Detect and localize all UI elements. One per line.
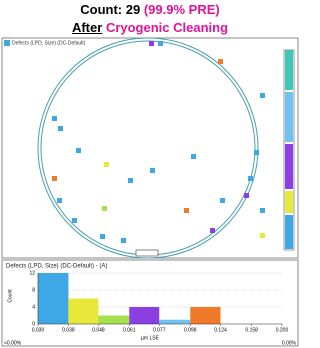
histogram-title: Defects (LPD, Size) (DC-Default) - (A)	[6, 264, 107, 270]
y-tick-label: 12	[29, 270, 35, 276]
defect	[100, 234, 105, 239]
y-tick-label: 8	[32, 287, 35, 293]
process: Cryogenic Cleaning	[105, 20, 229, 35]
left-note: <0.00%	[4, 340, 22, 346]
defect	[260, 208, 265, 213]
bar	[68, 298, 99, 324]
defect	[57, 198, 62, 203]
defect	[121, 238, 126, 243]
scale-segment	[285, 191, 293, 213]
bar	[38, 273, 69, 324]
scale-segment	[285, 92, 293, 142]
bar	[190, 307, 221, 324]
defect	[104, 162, 109, 167]
x-tick-label: 0.124	[214, 327, 227, 333]
right-note: 0.00%	[282, 340, 297, 346]
defect	[191, 154, 196, 159]
defect	[52, 176, 57, 181]
defect	[210, 228, 215, 233]
scale-segment	[285, 144, 293, 189]
x-tick-label: 0.030	[32, 327, 45, 333]
map-frame	[1, 37, 299, 259]
x-tick-label: 0.061	[123, 327, 136, 333]
x-axis-label: µm LSE	[141, 335, 160, 341]
pre: (99.9% PRE)	[143, 2, 220, 17]
screen: Count: 29 (99.9% PRE) After Cryogenic Cl…	[0, 2, 300, 347]
defect	[184, 208, 189, 213]
defect	[218, 59, 223, 64]
bar	[129, 307, 160, 324]
after: After	[71, 20, 103, 35]
defect	[260, 233, 265, 238]
defect	[72, 218, 77, 223]
defect	[52, 116, 57, 121]
count: Count: 29	[80, 2, 141, 17]
notch	[135, 249, 159, 257]
y-axis-label: Count	[7, 289, 13, 303]
x-tick-label: 0.048	[92, 327, 105, 333]
map-title: Defects (LPD, Size) (DC-Default)	[12, 40, 86, 46]
x-tick-label: 0.038	[62, 327, 75, 333]
x-tick-label: 0.098	[184, 327, 197, 333]
defect	[158, 41, 163, 46]
x-tick-label: 0.200	[276, 327, 289, 333]
defect	[102, 206, 107, 211]
defect	[260, 93, 265, 98]
defect	[150, 168, 155, 173]
header-line-1: Count: 29 (99.9% PRE)	[0, 2, 300, 17]
scale-segment	[285, 50, 293, 90]
y-tick-label: 0	[32, 321, 35, 327]
scale-segment	[285, 215, 293, 249]
defect	[76, 148, 81, 153]
bar	[98, 315, 130, 324]
bar	[159, 319, 191, 324]
x-tick-label: 0.077	[153, 327, 166, 333]
defect	[149, 41, 154, 46]
defect	[220, 198, 225, 203]
canvas: Defects (LPD, Size) (DC-Default)	[1, 37, 299, 347]
defect	[58, 126, 63, 131]
wafer-edge	[37, 37, 259, 259]
defect	[128, 178, 133, 183]
defect	[248, 176, 253, 181]
defect	[244, 193, 249, 198]
x-tick-label: 0.158	[245, 327, 258, 333]
wafer-panel: Defects (LPD, Size) (DC-Default)	[1, 37, 299, 259]
y-tick-label: 4	[32, 304, 35, 310]
defects	[52, 41, 265, 243]
defect	[254, 150, 259, 155]
color-scale	[283, 49, 295, 251]
legend-swatch	[4, 40, 10, 46]
header-line-2: After Cryogenic Cleaning	[0, 20, 300, 35]
